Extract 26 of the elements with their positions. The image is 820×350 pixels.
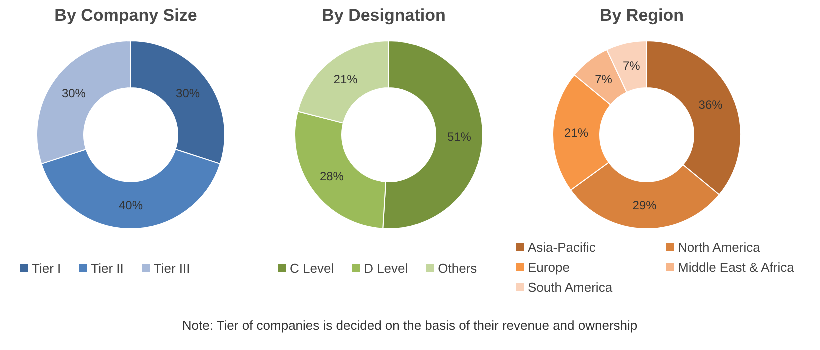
data-label: 7% <box>595 72 613 86</box>
data-label: 30% <box>62 86 86 101</box>
legend-label: Tier I <box>32 260 62 276</box>
legend-label: C Level <box>290 260 334 276</box>
legend-label: Europe <box>528 260 570 274</box>
data-label: 21% <box>564 126 589 140</box>
legend-label: North America <box>678 240 760 254</box>
text: Note: Tier of companies is decided on the basis of their revenue and ownership <box>181 318 639 333</box>
data-label: 36% <box>698 98 724 112</box>
legend-label: South America <box>528 280 613 294</box>
legend-label: Others <box>438 260 478 276</box>
legend-label: Middle East & Africa <box>678 260 794 274</box>
data-label: 29% <box>632 198 658 212</box>
legend-label: Tier II <box>91 260 124 276</box>
chart-title: By Designation <box>321 6 447 26</box>
data-label: 21% <box>334 72 358 86</box>
chart-title: By Region <box>598 6 686 26</box>
legend-label: D Level <box>364 260 408 276</box>
legend-label: Tier III <box>154 260 190 276</box>
legend-label: Asia-Pacific <box>528 240 596 254</box>
data-label: 28% <box>320 169 344 184</box>
data-label: 7% <box>622 59 641 74</box>
data-label: 40% <box>118 198 144 212</box>
data-label: 51% <box>447 130 472 144</box>
chart-title: By Company Size <box>54 6 198 26</box>
data-label: 30% <box>176 86 200 101</box>
